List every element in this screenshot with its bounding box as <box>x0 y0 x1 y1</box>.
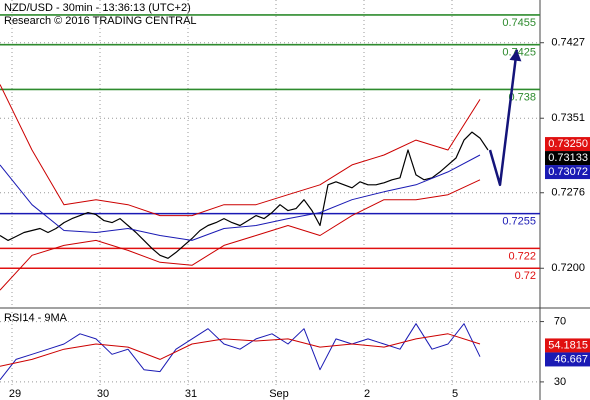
x-tick-label: 29 <box>9 388 21 400</box>
arrow-head <box>509 49 522 62</box>
price-tag-label: 0.73072 <box>548 166 588 178</box>
y-tick-label: 70 <box>554 315 566 327</box>
line-series <box>0 333 481 367</box>
line-series <box>0 323 481 381</box>
price-tag <box>545 137 590 152</box>
price-tag <box>545 165 590 180</box>
line-series <box>0 154 481 241</box>
y-tick-label: 0.7200 <box>551 262 585 274</box>
level-label: 0.738 <box>508 91 536 103</box>
y-tick-label: 0.7351 <box>551 112 585 124</box>
level-label: 0.72 <box>515 270 536 282</box>
line-series <box>0 131 489 259</box>
rsi-title: RSI14 - 9MA <box>4 312 68 324</box>
line-series <box>0 84 481 217</box>
level-label: 0.7425 <box>502 47 536 59</box>
rsi-tag-label: 54.1815 <box>548 339 588 351</box>
chart-title: NZD/USD - 30min - 13:36:13 (UTC+2) <box>4 2 191 14</box>
x-tick-label: 5 <box>452 388 458 400</box>
line-series <box>0 179 481 291</box>
y-tick-label: 30 <box>554 376 566 388</box>
rsi-tag <box>545 352 590 367</box>
price-tag-label: 0.73250 <box>548 138 588 150</box>
level-label: 0.7455 <box>502 17 536 29</box>
level-label: 0.7255 <box>502 216 536 228</box>
x-tick-label: 31 <box>185 388 197 400</box>
y-tick-label: 0.7276 <box>551 187 585 199</box>
rsi-tag <box>545 338 590 353</box>
level-label: 0.722 <box>508 250 536 262</box>
x-tick-label: 30 <box>97 388 109 400</box>
y-tick-label: 0.7427 <box>551 37 585 49</box>
price-tag-label: 0.73133 <box>548 152 588 164</box>
x-tick-label: 2 <box>364 388 370 400</box>
rsi-tag-label: 46.667 <box>554 353 588 365</box>
price-tag <box>545 151 590 166</box>
line-series <box>488 49 519 187</box>
x-tick-label: Sep <box>269 388 289 400</box>
